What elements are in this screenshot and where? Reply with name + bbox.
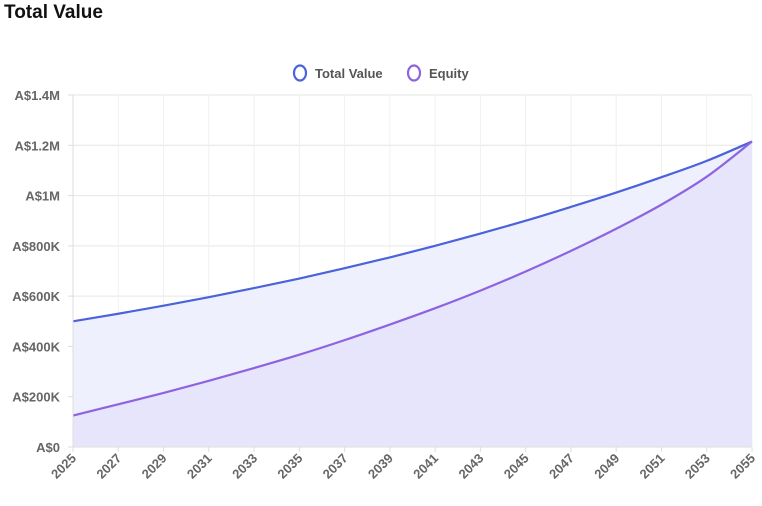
series-lines	[72, 140, 753, 417]
series-line-total-value	[72, 140, 753, 323]
legend-item-total-value[interactable]: Total Value	[292, 64, 383, 82]
y-tick-label: A$800K	[12, 239, 60, 254]
legend-label: Total Value	[315, 66, 383, 81]
y-tick-labels: A$0 A$200K A$400K A$600K A$800K A$1M A$1.2M A$1…	[12, 88, 60, 455]
x-tick-label: 2047	[546, 451, 577, 482]
x-tick-label: 2025	[48, 451, 79, 482]
x-tick-label: 2027	[93, 451, 124, 482]
axes	[68, 94, 753, 452]
legend-marker	[406, 64, 422, 82]
legend-item-equity[interactable]: Equity	[406, 64, 469, 82]
y-tick-label: A$200K	[12, 390, 60, 405]
y-tick-label: A$1.2M	[14, 138, 60, 153]
series-area-equity	[73, 141, 752, 447]
x-tick-label: 2051	[637, 451, 668, 482]
x-tick-label: 2055	[727, 451, 758, 482]
series-line-equity	[72, 140, 753, 417]
x-tick-label: 2039	[365, 451, 396, 482]
x-tick-label: 2045	[501, 451, 532, 482]
x-tick-label: 2033	[229, 451, 260, 482]
x-tick-label: 2029	[139, 451, 170, 482]
x-tick-label: 2041	[410, 451, 441, 482]
x-tick-label: 2037	[320, 451, 351, 482]
y-tick-label: A$600K	[12, 289, 60, 304]
series-areas	[73, 141, 752, 447]
x-tick-label: 2043	[455, 451, 486, 482]
y-tick-label: A$1M	[25, 189, 60, 204]
x-tick-labels: 2025 2027 2029 2031 2033 2035 2037 2039 2041 2043…	[48, 451, 758, 482]
legend-marker	[292, 64, 308, 82]
y-tick-label: A$0	[36, 440, 60, 455]
legend-label: Equity	[429, 66, 469, 81]
x-tick-label: 2031	[184, 451, 215, 482]
x-tick-label: 2049	[591, 451, 622, 482]
legend: Total Value Equity	[292, 64, 469, 82]
x-tick-label: 2053	[682, 451, 713, 482]
y-tick-label: A$400K	[12, 339, 60, 354]
y-tick-label: A$1.4M	[14, 88, 60, 103]
x-tick-label: 2035	[274, 451, 305, 482]
chart-title: Total Value	[4, 2, 103, 23]
